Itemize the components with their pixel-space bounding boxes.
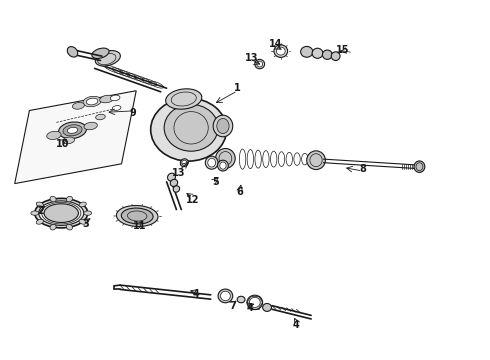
Ellipse shape <box>50 224 56 230</box>
Ellipse shape <box>39 201 84 225</box>
Ellipse shape <box>79 219 86 224</box>
Ellipse shape <box>110 95 120 101</box>
Ellipse shape <box>217 118 229 134</box>
Ellipse shape <box>276 47 285 55</box>
Ellipse shape <box>216 148 235 168</box>
Ellipse shape <box>151 98 226 161</box>
Ellipse shape <box>44 204 78 222</box>
Ellipse shape <box>263 303 271 311</box>
Ellipse shape <box>66 224 73 230</box>
Ellipse shape <box>166 89 202 109</box>
Ellipse shape <box>66 196 73 202</box>
Ellipse shape <box>237 296 245 303</box>
Ellipse shape <box>205 156 218 169</box>
Ellipse shape <box>84 122 98 130</box>
Text: 7: 7 <box>229 301 236 311</box>
Text: 13: 13 <box>245 53 258 63</box>
Ellipse shape <box>170 179 178 186</box>
Ellipse shape <box>31 211 39 215</box>
Text: 2: 2 <box>37 206 44 216</box>
Ellipse shape <box>307 151 325 170</box>
Ellipse shape <box>312 48 323 58</box>
Ellipse shape <box>84 211 92 215</box>
Ellipse shape <box>255 59 265 69</box>
Ellipse shape <box>213 115 233 137</box>
Ellipse shape <box>79 202 86 207</box>
Ellipse shape <box>112 105 121 111</box>
Ellipse shape <box>249 297 260 307</box>
Ellipse shape <box>73 103 84 109</box>
Ellipse shape <box>86 98 98 105</box>
Ellipse shape <box>218 289 233 303</box>
Ellipse shape <box>168 173 175 181</box>
Ellipse shape <box>83 96 101 107</box>
Ellipse shape <box>274 45 288 58</box>
Ellipse shape <box>331 52 340 60</box>
Text: 12: 12 <box>186 195 199 205</box>
Text: 14: 14 <box>269 39 282 49</box>
Ellipse shape <box>50 196 56 202</box>
Text: 15: 15 <box>336 45 350 55</box>
Text: 4: 4 <box>193 289 199 300</box>
Text: 8: 8 <box>359 164 366 174</box>
Text: 13: 13 <box>172 168 186 178</box>
Ellipse shape <box>35 198 88 228</box>
Text: 5: 5 <box>212 177 219 187</box>
Ellipse shape <box>322 50 332 59</box>
Ellipse shape <box>63 137 74 144</box>
Ellipse shape <box>218 160 228 171</box>
Text: 9: 9 <box>130 108 137 118</box>
Ellipse shape <box>173 186 180 192</box>
Ellipse shape <box>67 46 78 57</box>
Ellipse shape <box>122 208 153 224</box>
Ellipse shape <box>36 202 44 207</box>
Ellipse shape <box>36 219 44 224</box>
Ellipse shape <box>414 161 425 172</box>
Text: 6: 6 <box>237 186 244 197</box>
Ellipse shape <box>220 291 230 301</box>
Ellipse shape <box>247 295 263 310</box>
Text: 1: 1 <box>234 83 241 93</box>
Text: 3: 3 <box>82 219 89 229</box>
Text: 11: 11 <box>133 221 147 231</box>
Ellipse shape <box>257 61 263 67</box>
Ellipse shape <box>220 162 226 169</box>
Ellipse shape <box>99 95 114 103</box>
Ellipse shape <box>63 125 82 136</box>
Polygon shape <box>15 91 136 184</box>
Ellipse shape <box>67 127 78 133</box>
Ellipse shape <box>300 46 313 57</box>
Ellipse shape <box>59 122 86 139</box>
Text: 4: 4 <box>246 303 253 313</box>
Text: 10: 10 <box>56 139 70 149</box>
Ellipse shape <box>96 114 105 120</box>
Ellipse shape <box>92 48 109 58</box>
Ellipse shape <box>208 158 216 167</box>
Ellipse shape <box>182 160 187 165</box>
Ellipse shape <box>164 104 218 151</box>
Ellipse shape <box>117 206 158 226</box>
Ellipse shape <box>47 131 61 139</box>
Ellipse shape <box>95 51 121 66</box>
Ellipse shape <box>180 159 188 167</box>
Text: 4: 4 <box>293 320 300 330</box>
